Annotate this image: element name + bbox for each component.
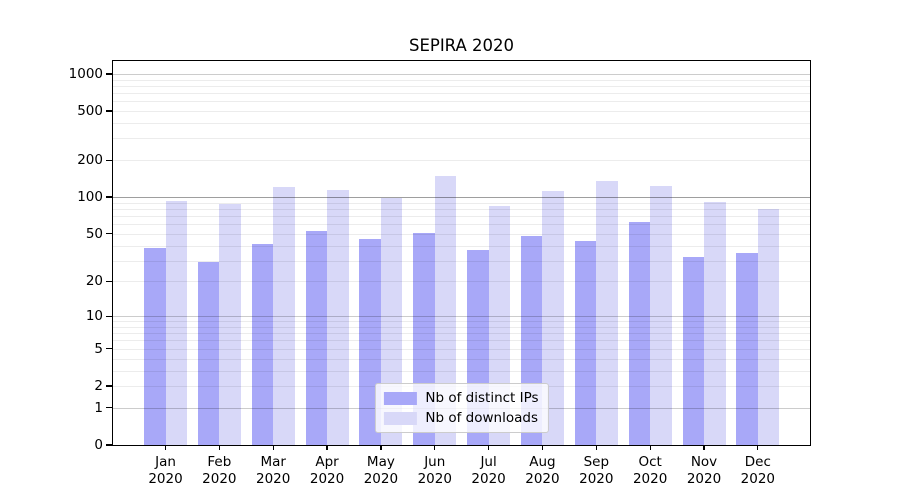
legend-item-distinct-ips: Nb of distinct IPs (383, 389, 539, 407)
x-axis-tick (703, 445, 705, 451)
y-axis-tick (106, 385, 112, 387)
y-tick-label: 2 (94, 377, 103, 394)
chart-title: SEPIRA 2020 (408, 36, 515, 55)
legend-item-downloads: Nb of downloads (383, 409, 538, 427)
x-axis-tick (541, 445, 544, 451)
x-axis-tick (380, 445, 382, 451)
x-tick-label: Aug 2020 (525, 454, 560, 487)
bar-downloads-feb (219, 203, 241, 445)
bar-downloads-aug (542, 191, 564, 445)
y-tick-label: 20 (85, 273, 103, 290)
legend-swatch-distinct-ips (383, 391, 417, 405)
y-tick-label: 10 (85, 308, 103, 325)
bar-distinct-ips-apr (305, 230, 328, 445)
gridline (113, 160, 810, 162)
y-axis-tick (106, 444, 112, 446)
y-tick-label: 0 (94, 437, 103, 453)
gridline (113, 101, 810, 103)
x-axis-tick (218, 445, 220, 451)
bar-downloads-sep (596, 181, 618, 445)
bar-downloads-nov (704, 202, 726, 445)
y-tick-label: 50 (85, 225, 103, 242)
legend: Nb of distinct IPs Nb of downloads (374, 383, 549, 433)
x-axis-tick (487, 445, 490, 451)
bar-downloads-apr (327, 189, 349, 445)
gridline (113, 93, 810, 95)
gridline (113, 85, 810, 87)
y-axis-tick (106, 348, 112, 350)
x-tick-label: Dec 2020 (740, 454, 776, 487)
x-tick-label: May 2020 (363, 454, 399, 487)
y-axis-tick (106, 73, 112, 75)
gridline (113, 138, 810, 140)
legend-swatch-downloads (383, 411, 417, 425)
bar-downloads-oct (650, 186, 672, 445)
x-axis-tick (649, 445, 651, 451)
x-axis-tick (757, 445, 759, 451)
y-tick-label: 500 (77, 103, 103, 120)
bar-distinct-ips-jan (144, 248, 166, 445)
x-tick-label: Jun 2020 (417, 454, 452, 487)
bar-downloads-jan (165, 200, 187, 445)
bar-distinct-ips-dec (736, 252, 758, 445)
plot-area: Nb of distinct IPs Nb of downloads 0 1 2 5 1… (69, 60, 811, 487)
bar-distinct-ips-sep (574, 240, 597, 445)
gridline (113, 79, 810, 81)
x-tick-label: Mar 2020 (256, 454, 291, 487)
x-axis-tick (272, 445, 274, 451)
bar-downloads-dec (757, 208, 780, 445)
bar-distinct-ips-oct (628, 222, 651, 445)
legend-label-distinct-ips: Nb of distinct IPs (425, 390, 539, 406)
x-tick-label: Jul 2020 (471, 454, 506, 487)
x-tick-label: Feb 2020 (202, 454, 237, 487)
y-axis-tick (106, 110, 112, 112)
x-tick-label: Oct 2020 (632, 454, 668, 487)
y-tick-label: 200 (77, 152, 103, 169)
bar-downloads-mar (273, 186, 295, 445)
x-tick-label: Apr 2020 (309, 454, 345, 487)
y-axis-tick (106, 315, 112, 317)
x-tick-label: Nov 2020 (686, 454, 722, 487)
x-tick-label: Jan 2020 (148, 454, 183, 487)
x-tick-label: Sep 2020 (579, 454, 614, 487)
bar-distinct-ips-mar (251, 244, 274, 445)
gridline (113, 123, 810, 125)
bar-distinct-ips-nov (682, 257, 704, 445)
x-axis-tick (326, 445, 328, 451)
y-axis-tick (106, 280, 112, 283)
gridline (113, 197, 810, 199)
y-tick-label: 1000 (68, 65, 103, 82)
y-axis-tick (106, 233, 112, 235)
y-axis-tick (106, 159, 112, 161)
gridline (113, 111, 810, 113)
y-axis-tick (106, 407, 112, 409)
gridline (113, 73, 810, 75)
y-tick-label: 100 (77, 189, 103, 206)
bar-downloads-jun (434, 175, 457, 445)
y-tick-label: 1 (94, 399, 103, 416)
x-axis-tick (595, 445, 597, 451)
y-tick-label: 5 (94, 340, 103, 357)
bar-distinct-ips-feb (197, 262, 220, 445)
x-axis-tick (434, 445, 436, 451)
x-axis-tick (164, 445, 167, 451)
legend-label-downloads: Nb of downloads (425, 410, 538, 426)
y-axis-tick (106, 196, 112, 198)
